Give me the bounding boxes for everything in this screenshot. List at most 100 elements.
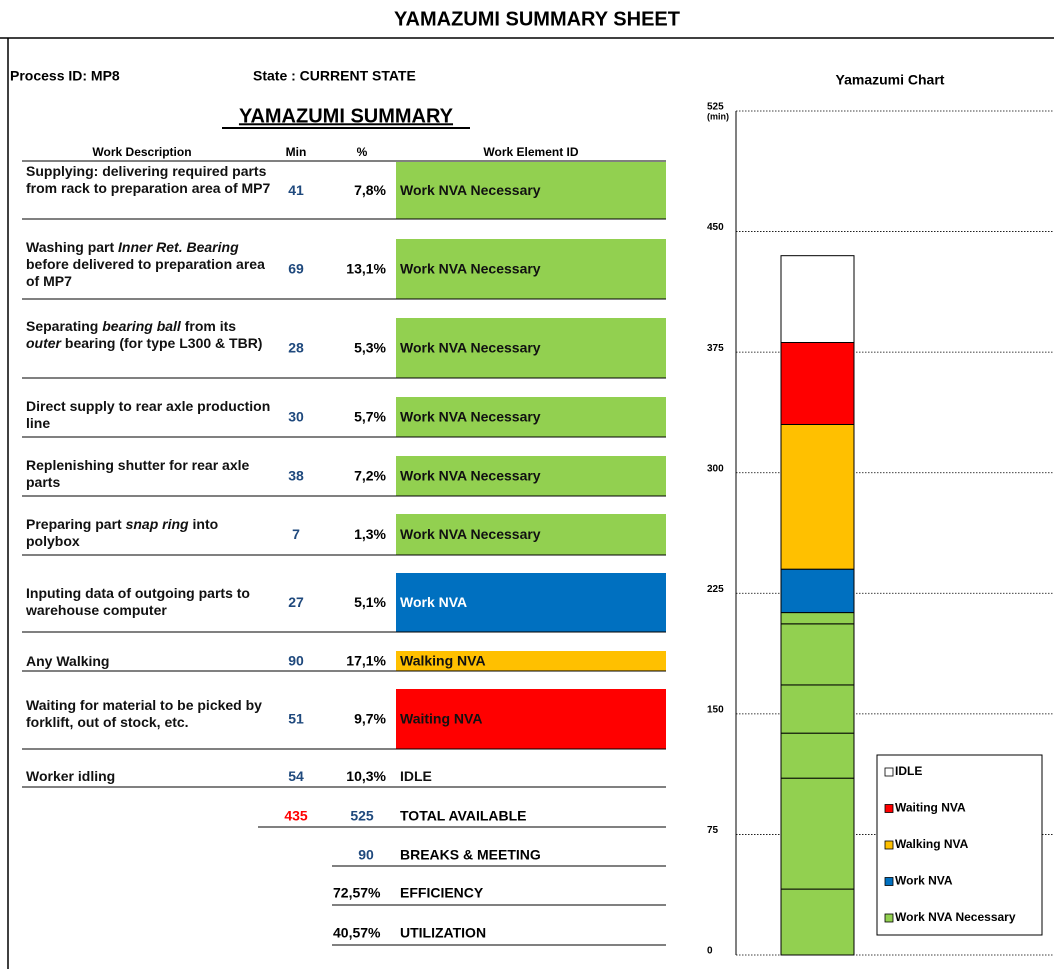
min-value: 51 [288, 711, 304, 727]
pct-value: 13,1% [346, 261, 386, 277]
description-text: snap ring [125, 516, 189, 532]
description-text: into polybox [26, 516, 219, 549]
description-text: from its [180, 318, 237, 334]
min-value: 41 [288, 182, 304, 198]
legend-swatch [884, 767, 894, 777]
element-id: Waiting NVA [400, 711, 482, 727]
y-tick-label: 150 [707, 704, 724, 715]
work-description: Direct supply to rear axle production li… [26, 398, 272, 432]
chart-title: Yamazumi Chart [836, 72, 945, 88]
legend-label: Work NVA [895, 874, 953, 888]
min-value: 38 [288, 468, 304, 484]
min-value: 54 [288, 768, 304, 784]
legend-label: Work NVA Necessary [895, 910, 1016, 924]
y-unit: (min) [707, 111, 729, 121]
element-id: Work NVA Necessary [400, 340, 541, 356]
element-id: Walking NVA [400, 653, 486, 669]
bar-segment [780, 612, 855, 625]
element-cell [396, 239, 666, 299]
element-cell [396, 397, 666, 437]
description-text: Replenishing shutter for rear axle parts [26, 457, 250, 490]
element-cell [396, 318, 666, 378]
efficiency-label: EFFICIENCY [400, 885, 484, 901]
min-value: 90 [288, 653, 304, 669]
pct-value: 1,3% [354, 526, 386, 542]
description-text: Inputing data of outgoing parts to wareh… [26, 585, 250, 618]
min-value: 27 [288, 594, 304, 610]
description-text: before delivered to preparation area of … [26, 256, 265, 289]
bar-segment [780, 623, 855, 686]
bar-segment [780, 255, 855, 343]
work-description: Replenishing shutter for rear axle parts [26, 457, 272, 491]
y-tick-label: 450 [707, 222, 724, 233]
element-id: Work NVA Necessary [400, 261, 541, 277]
legend-swatch [884, 840, 894, 850]
column-header: Min [286, 145, 307, 159]
utilization-label: UTILIZATION [400, 925, 486, 941]
element-id: Work NVA Necessary [400, 409, 541, 425]
min-value: 28 [288, 340, 304, 356]
y-tick-label: 525 [707, 102, 724, 113]
state: State : CURRENT STATE [253, 68, 416, 84]
element-id: Work NVA [400, 594, 467, 610]
element-cell [396, 514, 666, 555]
bar-segment [780, 568, 855, 614]
work-description: Supplying: delivering required parts fro… [26, 163, 272, 197]
work-description: Separating bearing ball from its outer b… [26, 318, 272, 352]
breaks-label: BREAKS & MEETING [400, 847, 541, 863]
pct-value: 9,7% [354, 711, 386, 727]
pct-value: 5,3% [354, 340, 386, 356]
description-text: outer [26, 335, 61, 351]
work-description: Any Walking [26, 653, 272, 670]
description-text: bearing ball [102, 318, 181, 334]
element-cell [396, 651, 666, 671]
efficiency: 72,57% [333, 885, 381, 901]
breaks: 90 [358, 847, 374, 863]
legend-label: IDLE [895, 764, 922, 778]
legend-label: Waiting NVA [895, 801, 966, 815]
element-id: Work NVA Necessary [400, 526, 541, 542]
pct-value: 5,7% [354, 409, 386, 425]
utilization: 40,57% [333, 925, 381, 941]
element-cell [396, 573, 666, 632]
bar-segment [780, 777, 855, 890]
legend-swatch [884, 877, 894, 886]
total-available: 525 [350, 808, 374, 824]
min-value: 69 [288, 261, 304, 277]
description-text: Preparing part [26, 516, 126, 532]
y-tick-label: 75 [707, 825, 719, 836]
min-value: 30 [288, 409, 304, 425]
description-text: Separating [26, 318, 103, 334]
element-cell [396, 162, 666, 219]
pct-value: 7,8% [354, 182, 386, 198]
min-value: 7 [292, 526, 300, 542]
work-description: Waiting for material to be picked by for… [26, 697, 272, 731]
pct-value: 7,2% [354, 468, 386, 484]
pct-value: 5,1% [354, 594, 386, 610]
work-description: Washing part Inner Ret. Bearing before d… [26, 239, 272, 290]
element-id: IDLE [400, 768, 432, 784]
description-text: Any Walking [26, 653, 110, 669]
element-id: Work NVA Necessary [400, 182, 541, 198]
total-used: 435 [284, 808, 308, 824]
y-tick-label: 375 [707, 343, 724, 354]
work-description: Preparing part snap ring into polybox [26, 516, 272, 550]
y-tick-label: 225 [707, 584, 724, 595]
bar-segment [780, 888, 855, 956]
sheet-title: YAMAZUMI SUMMARY SHEET [394, 8, 680, 30]
column-header: Work Element ID [483, 145, 578, 159]
description-text: Supplying: delivering required parts fro… [26, 163, 271, 196]
pct-value: 17,1% [346, 653, 386, 669]
legend-label: Walking NVA [895, 837, 969, 851]
description-text: bearing (for type L300 & TBR) [61, 335, 263, 351]
bar-segment [780, 732, 855, 779]
description-text: Direct supply to rear axle production li… [26, 398, 271, 431]
bar-segment [780, 684, 855, 734]
bar-segment [780, 341, 855, 425]
bar-segment [780, 423, 855, 570]
summary-title: YAMAZUMI SUMMARY [239, 105, 454, 127]
total-available-label: TOTAL AVAILABLE [400, 808, 527, 824]
y-tick-label: 300 [707, 463, 724, 474]
